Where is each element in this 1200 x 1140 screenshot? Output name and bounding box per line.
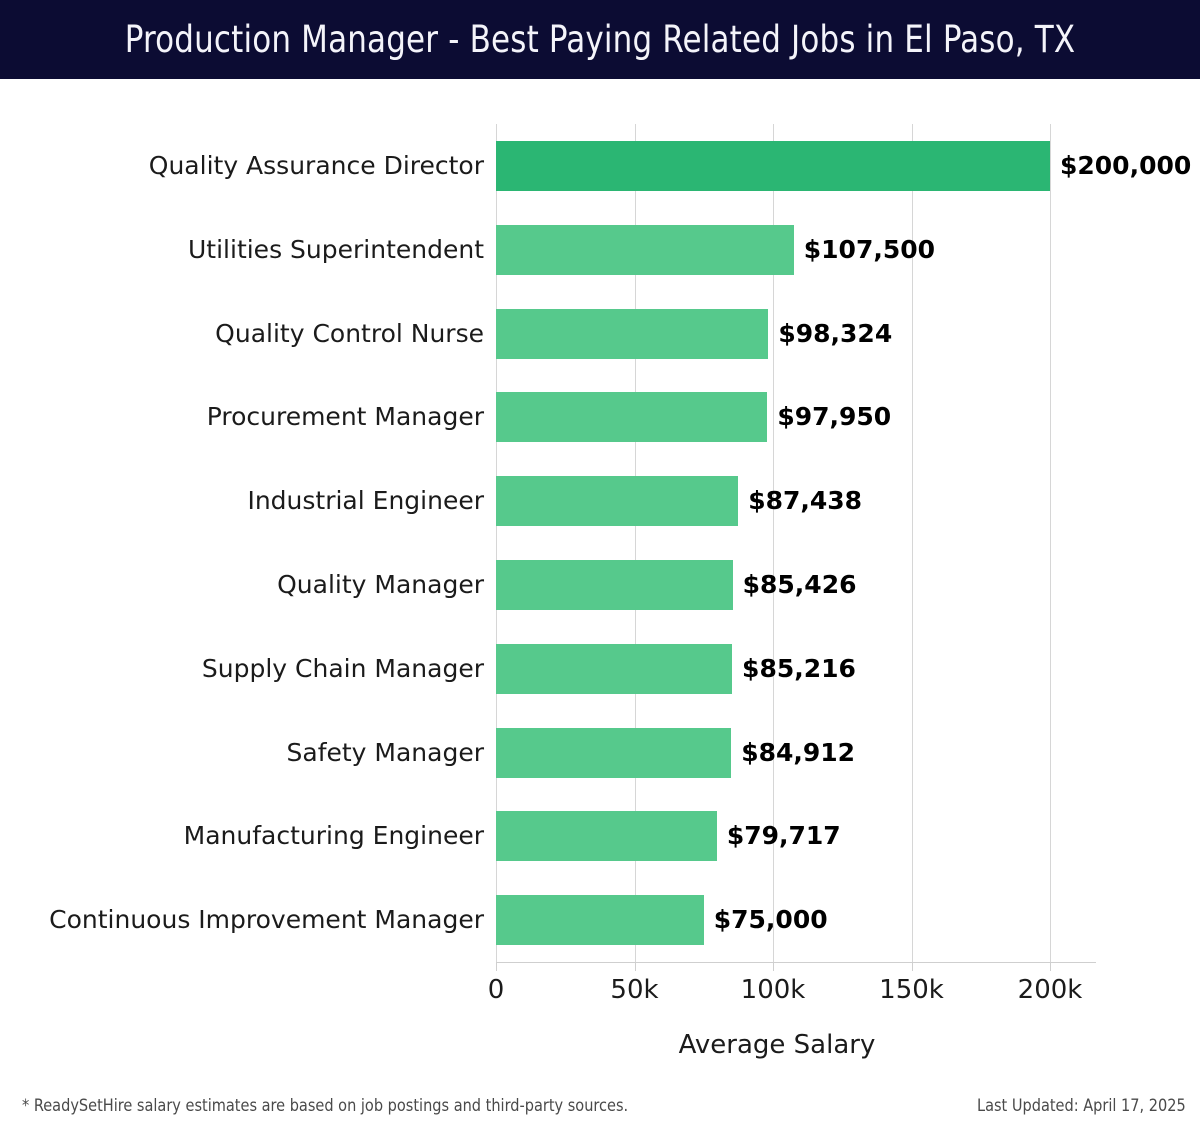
category-label: Continuous Improvement Manager [49, 905, 484, 935]
gridline [1050, 124, 1051, 962]
x-tick-mark [634, 962, 636, 971]
x-tick-mark [773, 962, 774, 971]
gridline [911, 124, 913, 962]
category-label: Utilities Superintendent [188, 234, 484, 264]
bar-row: Utilities Superintendent $107,500 [0, 224, 1200, 275]
x-tick-label: 100k [740, 975, 806, 1005]
x-tick-mark [1050, 962, 1051, 971]
category-label: Quality Control Nurse [215, 318, 484, 348]
category-label: Quality Manager [277, 569, 484, 599]
bar-row: Quality Manager $85,426 [0, 559, 1200, 610]
gridline [773, 124, 774, 962]
bar [496, 140, 1050, 191]
x-tick-mark [911, 962, 913, 971]
x-tick-label: 150k [879, 975, 944, 1005]
footnote-text: * ReadySetHire salary estimates are base… [22, 1096, 629, 1116]
bar-row: Safety Manager $84,912 [0, 727, 1200, 778]
bar [496, 476, 739, 527]
bar [496, 392, 768, 443]
bar-value-label: $98,324 [778, 318, 893, 348]
x-tick-mark [496, 962, 497, 971]
bar [496, 308, 769, 359]
bar-value-label: $84,912 [741, 737, 856, 767]
bar [496, 643, 733, 694]
bar-row: Continuous Improvement Manager $75,000 [0, 895, 1200, 946]
bar [496, 727, 732, 778]
bar-row: Supply Chain Manager $85,216 [0, 643, 1200, 694]
x-tick-label: 50k [610, 975, 659, 1005]
last-updated-text: Last Updated: April 17, 2025 [977, 1096, 1186, 1116]
x-axis-line [496, 962, 1096, 963]
bar-value-label: $75,000 [713, 905, 828, 935]
plot-area [496, 124, 1051, 962]
bar [496, 811, 717, 862]
category-label: Safety Manager [286, 737, 485, 767]
category-label: Quality Assurance Director [148, 150, 484, 180]
bar [496, 895, 704, 946]
bar-value-label: $87,438 [748, 486, 863, 516]
x-axis-title-text: Average Salary [678, 1030, 876, 1060]
bar-value-label: $85,426 [742, 569, 857, 599]
category-label: Procurement Manager [206, 402, 484, 432]
bar-value-label: $200,000 [1060, 150, 1192, 180]
x-tick-label: 0 [487, 975, 505, 1005]
bar-row: Industrial Engineer $87,438 [0, 476, 1200, 527]
bar-row: Procurement Manager $97,950 [0, 392, 1200, 443]
gridline [634, 124, 636, 962]
bar-value-label: $107,500 [803, 234, 936, 264]
bar-row: Quality Control Nurse $98,324 [0, 308, 1200, 359]
x-axis-title: Average Salary [0, 1030, 1200, 1060]
bar [496, 224, 794, 275]
bar-value-label: $85,216 [742, 653, 856, 683]
page-title: Production Manager - Best Paying Related… [124, 18, 1076, 61]
title-banner: Production Manager - Best Paying Related… [0, 0, 1200, 79]
category-label: Supply Chain Manager [201, 653, 484, 683]
bar-value-label: $79,717 [726, 821, 841, 851]
bar-value-label: $97,950 [777, 402, 892, 432]
category-label: Manufacturing Engineer [183, 821, 484, 851]
category-label: Industrial Engineer [247, 486, 484, 516]
bar-row: Quality Assurance Director $200,000 [0, 140, 1200, 191]
bar [496, 559, 733, 610]
x-tick-label: 200k [1017, 975, 1083, 1005]
gridline [496, 124, 497, 962]
bar-row: Manufacturing Engineer $79,717 [0, 811, 1200, 862]
